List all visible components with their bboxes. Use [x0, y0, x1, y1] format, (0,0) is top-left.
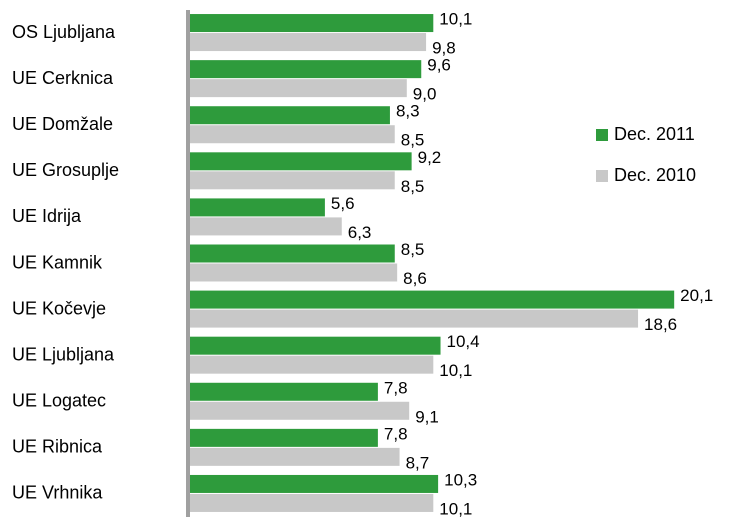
category-label: UE Ribnica: [12, 437, 103, 457]
value-label: 9,6: [427, 56, 451, 75]
bar: [190, 309, 639, 328]
bar: [190, 493, 434, 512]
value-label: 18,6: [644, 315, 677, 334]
bar: [190, 401, 410, 420]
value-label: 9,8: [432, 39, 456, 58]
bar: [190, 244, 395, 263]
bar: [190, 171, 395, 190]
bar: [190, 60, 422, 79]
bar: [190, 447, 400, 466]
bar: [190, 355, 434, 374]
value-label: 8,7: [406, 453, 430, 472]
bar: [190, 198, 325, 217]
value-label: 8,3: [396, 102, 420, 121]
value-label: 10,1: [439, 10, 472, 29]
bar: [190, 428, 378, 447]
bar: [190, 474, 439, 493]
bar: [190, 382, 378, 401]
value-label: 8,5: [401, 177, 425, 196]
legend-label: Dec. 2011: [614, 124, 695, 144]
bar: [190, 290, 675, 309]
category-label: UE Grosuplje: [12, 160, 119, 180]
legend-swatch: [596, 170, 608, 182]
bar: [190, 217, 342, 236]
value-label: 10,4: [447, 332, 480, 351]
category-label: UE Ljubljana: [12, 344, 115, 364]
value-label: 9,0: [413, 85, 437, 104]
bar: [190, 263, 398, 282]
bar: [190, 106, 390, 125]
value-label: 9,1: [415, 407, 439, 426]
category-label: UE Domžale: [12, 114, 113, 134]
category-label: UE Kočevje: [12, 298, 106, 318]
category-label: UE Cerknica: [12, 68, 114, 88]
bar: [190, 33, 427, 52]
category-label: UE Kamnik: [12, 252, 103, 272]
bar: [190, 79, 407, 98]
value-label: 8,6: [403, 269, 427, 288]
category-label: UE Vrhnika: [12, 483, 103, 503]
category-label: UE Logatec: [12, 391, 106, 411]
value-label: 20,1: [680, 286, 713, 305]
value-label: 10,1: [439, 499, 472, 517]
value-label: 8,5: [401, 240, 425, 259]
value-label: 8,5: [401, 131, 425, 150]
value-label: 10,3: [444, 470, 477, 489]
value-label: 7,8: [384, 424, 408, 443]
value-label: 10,1: [439, 361, 472, 380]
bar: [190, 125, 395, 144]
value-label: 7,8: [384, 378, 408, 397]
category-label: OS Ljubljana: [12, 22, 116, 42]
value-label: 9,2: [418, 148, 442, 167]
legend-swatch: [596, 129, 608, 141]
value-label: 6,3: [348, 223, 372, 242]
legend-label: Dec. 2010: [614, 165, 696, 185]
bar: [190, 336, 441, 355]
value-label: 5,6: [331, 194, 355, 213]
category-label: UE Idrija: [12, 206, 82, 226]
bar: [190, 152, 412, 171]
bar: [190, 14, 434, 33]
